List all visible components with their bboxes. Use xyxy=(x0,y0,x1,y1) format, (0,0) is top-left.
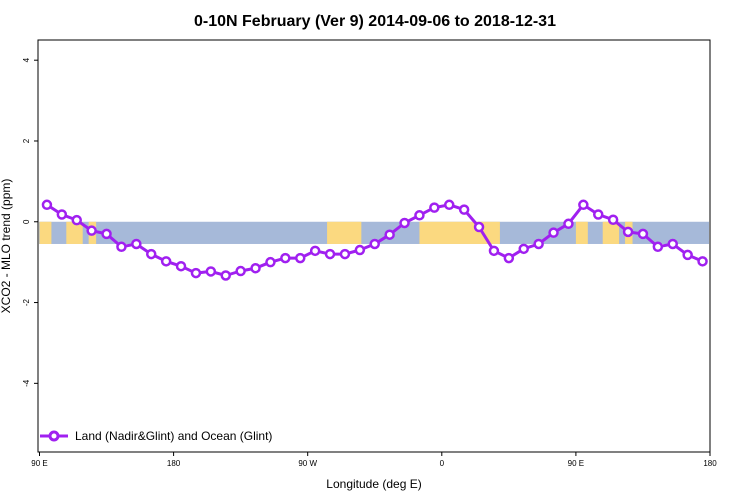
data-point xyxy=(458,204,470,215)
data-point xyxy=(473,221,485,233)
land-region xyxy=(602,221,620,244)
data-point xyxy=(41,199,53,211)
ocean-band xyxy=(39,221,709,244)
land-region xyxy=(575,221,588,244)
data-point xyxy=(429,202,440,213)
data-point xyxy=(652,241,664,253)
data-point xyxy=(682,249,693,261)
y-tick-label: 2 xyxy=(22,138,31,143)
land-region xyxy=(39,221,52,244)
y-axis: -4 -2 0 2 4 xyxy=(22,57,38,387)
x-tick-label: 180 xyxy=(703,459,717,468)
data-point xyxy=(175,260,187,272)
map-band xyxy=(39,221,709,244)
data-point xyxy=(190,267,202,279)
data-point xyxy=(414,210,425,221)
x-tick-label: 0 xyxy=(440,459,445,468)
x-tick-label: 180 xyxy=(167,459,181,468)
data-point xyxy=(116,241,127,253)
chart-title: 0-10N February (Ver 9) 2014-09-06 to 201… xyxy=(194,13,556,30)
land-region xyxy=(327,221,362,244)
data-point xyxy=(622,226,634,238)
data-point xyxy=(71,214,82,226)
data-point xyxy=(145,248,157,260)
data-point xyxy=(369,238,380,250)
y-tick-label: 0 xyxy=(22,219,31,224)
legend-label: Land (Nadir&Glint) and Ocean (Glint) xyxy=(75,429,272,443)
x-tick-label: 90 W xyxy=(298,459,317,468)
data-point xyxy=(160,256,172,267)
data-point xyxy=(354,244,366,256)
data-point xyxy=(578,199,589,211)
data-point xyxy=(607,214,619,225)
data-point xyxy=(250,262,261,274)
y-tick-label: -2 xyxy=(22,298,31,306)
x-axis-label: Longitude (deg E) xyxy=(326,477,421,491)
y-axis-label: XCO2 - MLO trend (ppm) xyxy=(0,179,13,314)
data-point xyxy=(86,225,97,236)
data-point xyxy=(309,245,321,257)
plot-area xyxy=(41,199,708,281)
data-point xyxy=(548,227,559,238)
data-point xyxy=(56,209,68,220)
data-point xyxy=(131,238,142,250)
data-point xyxy=(101,228,112,240)
data-point xyxy=(235,265,246,277)
y-tick-label: -4 xyxy=(22,379,31,387)
y-tick-label: 4 xyxy=(22,57,31,62)
legend: Land (Nadir&Glint) and Ocean (Glint) xyxy=(40,429,272,443)
data-point xyxy=(265,256,276,268)
land-region xyxy=(66,221,83,244)
x-tick-label: 90 E xyxy=(31,459,47,468)
data-point xyxy=(697,256,708,267)
data-point xyxy=(667,238,678,250)
data-point xyxy=(324,248,336,260)
data-point xyxy=(339,248,351,260)
data-point xyxy=(518,243,529,255)
data-point xyxy=(443,199,455,211)
data-point xyxy=(280,252,291,264)
data-point xyxy=(563,218,574,230)
data-point xyxy=(399,217,410,229)
data-point xyxy=(294,252,306,264)
x-tick-label: 90 E xyxy=(568,459,584,468)
data-point xyxy=(533,238,544,250)
data-point xyxy=(592,209,604,220)
plot-frame xyxy=(37,39,711,453)
legend-marker xyxy=(48,430,60,442)
x-axis: 90 E 180 90 W 0 90 E 180 xyxy=(31,452,717,468)
data-point xyxy=(488,245,500,257)
data-point xyxy=(384,229,395,240)
data-point xyxy=(205,266,217,277)
data-point xyxy=(503,252,515,264)
data-point xyxy=(220,270,231,281)
data-point xyxy=(637,228,649,240)
